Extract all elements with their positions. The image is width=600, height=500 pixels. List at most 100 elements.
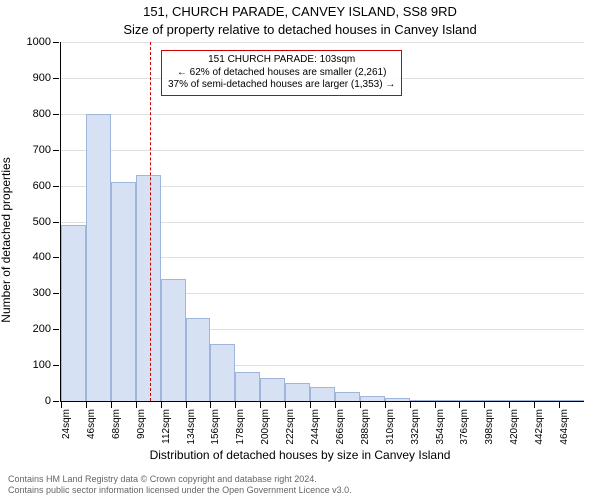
chart-container: 151, CHURCH PARADE, CANVEY ISLAND, SS8 9… <box>0 0 600 500</box>
histogram-bar <box>86 114 111 401</box>
histogram-bar <box>385 398 410 401</box>
histogram-bar <box>161 279 186 401</box>
histogram-bar <box>260 378 285 401</box>
x-tick-label: 442sqm <box>534 409 545 445</box>
histogram-bar <box>484 400 509 401</box>
y-tick <box>53 186 59 187</box>
x-tick <box>136 402 137 408</box>
y-tick <box>53 114 59 115</box>
x-tick <box>285 402 286 408</box>
y-tick <box>53 222 59 223</box>
x-tick-label: 112sqm <box>161 409 172 444</box>
x-tick <box>61 402 62 408</box>
x-tick <box>86 402 87 408</box>
x-tick-label: 24sqm <box>61 409 72 439</box>
y-axis-label: Number of detached properties <box>0 75 13 240</box>
y-tick <box>53 150 59 151</box>
x-tick-label: 222sqm <box>285 409 296 445</box>
y-tick <box>53 329 59 330</box>
y-tick <box>53 257 59 258</box>
x-tick-label: 332sqm <box>410 409 421 445</box>
page-title: 151, CHURCH PARADE, CANVEY ISLAND, SS8 9… <box>0 4 600 19</box>
reference-line <box>150 42 151 401</box>
footer-line-2: Contains public sector information licen… <box>8 485 352 496</box>
histogram-bar <box>210 344 235 401</box>
x-tick <box>360 402 361 408</box>
histogram-bar <box>235 372 260 401</box>
x-tick-label: 46sqm <box>86 409 97 439</box>
x-tick-label: 376sqm <box>459 409 470 445</box>
annotation-line: 37% of semi-detached houses are larger (… <box>168 79 395 92</box>
annotation-box: 151 CHURCH PARADE: 103sqm← 62% of detach… <box>161 50 402 96</box>
histogram-bar <box>459 400 484 401</box>
x-tick <box>210 402 211 408</box>
y-tick <box>53 78 59 79</box>
x-tick <box>186 402 187 408</box>
y-tick-label: 800 <box>33 108 51 120</box>
x-tick <box>459 402 460 408</box>
x-tick-label: 156sqm <box>210 409 221 445</box>
histogram-bar <box>310 387 335 401</box>
x-tick <box>484 402 485 408</box>
x-tick-label: 354sqm <box>435 409 446 445</box>
x-tick-label: 464sqm <box>559 409 570 445</box>
y-tick <box>53 401 59 402</box>
x-tick <box>534 402 535 408</box>
plot-area: 0100200300400500600700800900100024sqm46s… <box>60 42 584 402</box>
page-subtitle: Size of property relative to detached ho… <box>0 22 600 37</box>
x-tick <box>435 402 436 408</box>
x-tick <box>310 402 311 408</box>
y-tick <box>53 293 59 294</box>
gridline <box>61 42 584 43</box>
x-tick <box>111 402 112 408</box>
gridline <box>61 114 584 115</box>
x-axis-label: Distribution of detached houses by size … <box>0 448 600 462</box>
x-tick <box>260 402 261 408</box>
x-tick-label: 244sqm <box>310 409 321 445</box>
x-tick <box>161 402 162 408</box>
y-tick-label: 0 <box>45 395 51 407</box>
x-tick-label: 90sqm <box>136 409 147 439</box>
x-tick <box>559 402 560 408</box>
histogram-bar <box>360 396 385 401</box>
x-tick-label: 134sqm <box>186 409 197 445</box>
gridline <box>61 150 584 151</box>
y-tick <box>53 42 59 43</box>
x-tick <box>509 402 510 408</box>
histogram-bar <box>435 400 460 401</box>
y-tick-label: 200 <box>33 323 51 335</box>
histogram-bar <box>410 400 435 401</box>
x-tick-label: 266sqm <box>335 409 346 445</box>
x-tick <box>385 402 386 408</box>
y-tick-label: 1000 <box>27 36 51 48</box>
x-tick-label: 420sqm <box>509 409 520 445</box>
x-tick-label: 288sqm <box>360 409 371 445</box>
x-tick-label: 200sqm <box>260 409 271 445</box>
histogram-bar <box>559 400 584 401</box>
x-tick-label: 398sqm <box>484 409 495 445</box>
y-tick <box>53 365 59 366</box>
y-tick-label: 500 <box>33 216 51 228</box>
y-tick-label: 900 <box>33 72 51 84</box>
histogram-bar <box>509 400 534 401</box>
x-tick <box>335 402 336 408</box>
annotation-line: ← 62% of detached houses are smaller (2,… <box>168 67 395 80</box>
x-tick-label: 310sqm <box>385 409 396 445</box>
histogram-bar <box>186 318 211 401</box>
histogram-bar <box>61 225 86 401</box>
x-tick <box>235 402 236 408</box>
histogram-bar <box>111 182 136 401</box>
y-tick-label: 600 <box>33 180 51 192</box>
footer-line-1: Contains HM Land Registry data © Crown c… <box>8 474 352 485</box>
histogram-bar <box>136 175 161 401</box>
footer-attribution: Contains HM Land Registry data © Crown c… <box>8 474 352 497</box>
x-tick-label: 68sqm <box>111 409 122 439</box>
y-tick-label: 700 <box>33 144 51 156</box>
histogram-bar <box>534 400 559 401</box>
y-tick-label: 100 <box>33 359 51 371</box>
x-tick <box>410 402 411 408</box>
annotation-line: 151 CHURCH PARADE: 103sqm <box>168 54 395 67</box>
y-tick-label: 300 <box>33 287 51 299</box>
y-tick-label: 400 <box>33 251 51 263</box>
histogram-bar <box>335 392 360 401</box>
